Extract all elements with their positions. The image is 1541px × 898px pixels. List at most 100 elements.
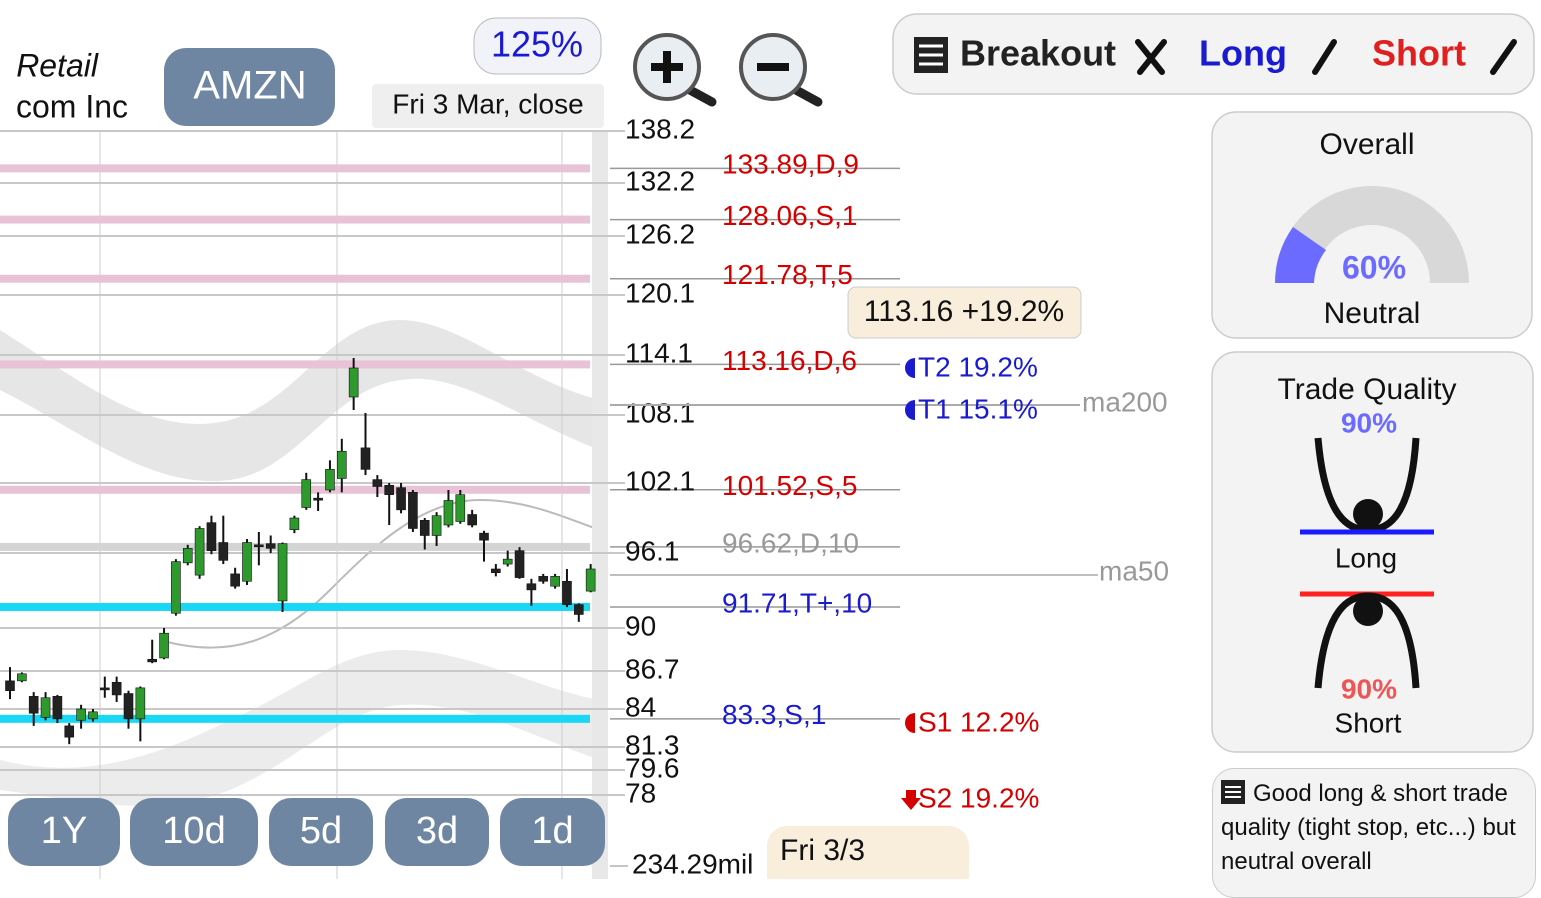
date-tag: Fri 3/3 <box>780 834 865 867</box>
candle-body <box>325 469 335 491</box>
period-label[interactable]: 5d <box>300 810 342 852</box>
scroll-track <box>592 131 608 879</box>
y-tick-label: 114.1 <box>625 337 693 368</box>
candle-body <box>182 548 193 564</box>
candle-body <box>147 658 157 663</box>
candle-body <box>230 573 240 587</box>
y-tick-label: 86.7 <box>625 653 680 684</box>
candle-body <box>408 492 418 529</box>
long-ball <box>1353 499 1383 529</box>
level-band <box>0 602 590 611</box>
candle-body <box>40 697 51 718</box>
candle-body <box>419 520 430 536</box>
short-toggle[interactable]: Short <box>1372 33 1466 74</box>
y-tick-label: 84 <box>625 691 656 722</box>
ticker-button[interactable] <box>164 48 335 126</box>
menu-icon-lines <box>919 44 943 66</box>
ma-band <box>0 320 600 482</box>
candle-body <box>218 542 229 561</box>
candle-body <box>88 711 98 720</box>
level-band <box>0 164 590 173</box>
sector: Retail <box>16 47 99 83</box>
candle-body <box>455 494 466 522</box>
candle-body <box>277 543 288 602</box>
level-label: 128.06,S,1 <box>722 200 857 231</box>
candle-body <box>538 576 549 582</box>
period-button[interactable] <box>8 798 120 866</box>
level-label: 96.62,D,10 <box>722 527 859 558</box>
candle-body <box>123 693 134 720</box>
candle-body <box>76 708 86 721</box>
long-toggle[interactable]: Long <box>1199 33 1287 74</box>
overall-value: 60% <box>1342 249 1406 285</box>
period-label[interactable]: 1d <box>531 810 573 852</box>
candle-body <box>313 497 323 501</box>
summary-note: Good long & short trade quality (tight s… <box>1212 768 1536 898</box>
long-on <box>1312 39 1337 75</box>
candle-body <box>491 568 501 573</box>
candle-body <box>348 367 359 398</box>
candle-body <box>479 532 489 541</box>
period-button[interactable] <box>385 798 489 866</box>
volume-label: 234.29mil <box>632 848 753 879</box>
stop-label: S1 12.2% <box>918 706 1039 737</box>
period-button[interactable] <box>269 798 373 866</box>
y-tick-label: 102.1 <box>625 465 695 496</box>
period-button[interactable] <box>500 798 605 866</box>
level-band <box>0 360 590 369</box>
candle-body <box>254 544 264 548</box>
level-label: 91.71,T+,10 <box>722 587 872 618</box>
y-tick-label: 108.1 <box>625 397 695 428</box>
target-label: T2 19.2% <box>918 351 1038 382</box>
price-tag: 113.16 +19.2% <box>864 295 1064 328</box>
level-label: 121.78,T,5 <box>722 259 853 290</box>
zoom-in[interactable] <box>633 33 717 107</box>
zoom-handle <box>685 85 717 107</box>
zoom-box[interactable] <box>473 17 602 75</box>
long-label: Long <box>1335 542 1397 573</box>
candle-body <box>171 561 181 614</box>
y-tick-label: 78 <box>625 777 656 808</box>
zoom-out[interactable] <box>739 33 823 107</box>
overall-title: Overall <box>1319 128 1414 161</box>
breakout-off <box>1135 39 1167 75</box>
period-label[interactable]: 3d <box>416 810 458 852</box>
candle-body <box>17 673 27 682</box>
ticker[interactable]: AMZN <box>193 64 306 108</box>
level-band <box>0 714 590 723</box>
zoom-level[interactable]: 125% <box>491 24 583 65</box>
level-label: 133.89,D,9 <box>722 149 859 180</box>
candle-body <box>550 576 560 587</box>
page: {"header": {"sector": "Retail", "company… <box>0 13 1536 898</box>
short-quality: 90% <box>1341 673 1397 704</box>
candle-body <box>502 558 513 565</box>
candle-body <box>467 514 477 526</box>
candle-body <box>52 696 63 720</box>
candle-body <box>301 479 312 508</box>
y-tick-label: 79.6 <box>625 752 680 783</box>
candle-body <box>384 485 395 495</box>
y-tick-label: 81.3 <box>625 729 680 760</box>
period-label[interactable]: 1Y <box>41 810 87 852</box>
level-label: 101.52,S,5 <box>722 470 857 501</box>
price-tag-box <box>847 286 1082 339</box>
candle-body <box>573 604 584 615</box>
candle-body <box>111 681 122 696</box>
period-button[interactable] <box>130 798 258 866</box>
quality-panel <box>1211 351 1534 753</box>
gauge-track <box>1275 186 1469 283</box>
level-label: 83.3,S,1 <box>722 699 826 730</box>
period-label[interactable]: 10d <box>162 810 225 852</box>
stop-label: S2 19.2% <box>918 782 1039 813</box>
short-ball <box>1353 596 1383 626</box>
date-box <box>372 84 604 128</box>
candle-body <box>194 528 205 576</box>
candle-body <box>431 515 442 536</box>
level-band <box>0 274 590 283</box>
candle-body <box>100 687 110 691</box>
summary-text: Good long & short trade quality (tight s… <box>1221 780 1516 875</box>
candle-body <box>585 568 596 592</box>
ma-band <box>0 650 600 806</box>
breakout-toggle[interactable]: Breakout <box>960 33 1116 74</box>
candle-body <box>562 580 572 605</box>
